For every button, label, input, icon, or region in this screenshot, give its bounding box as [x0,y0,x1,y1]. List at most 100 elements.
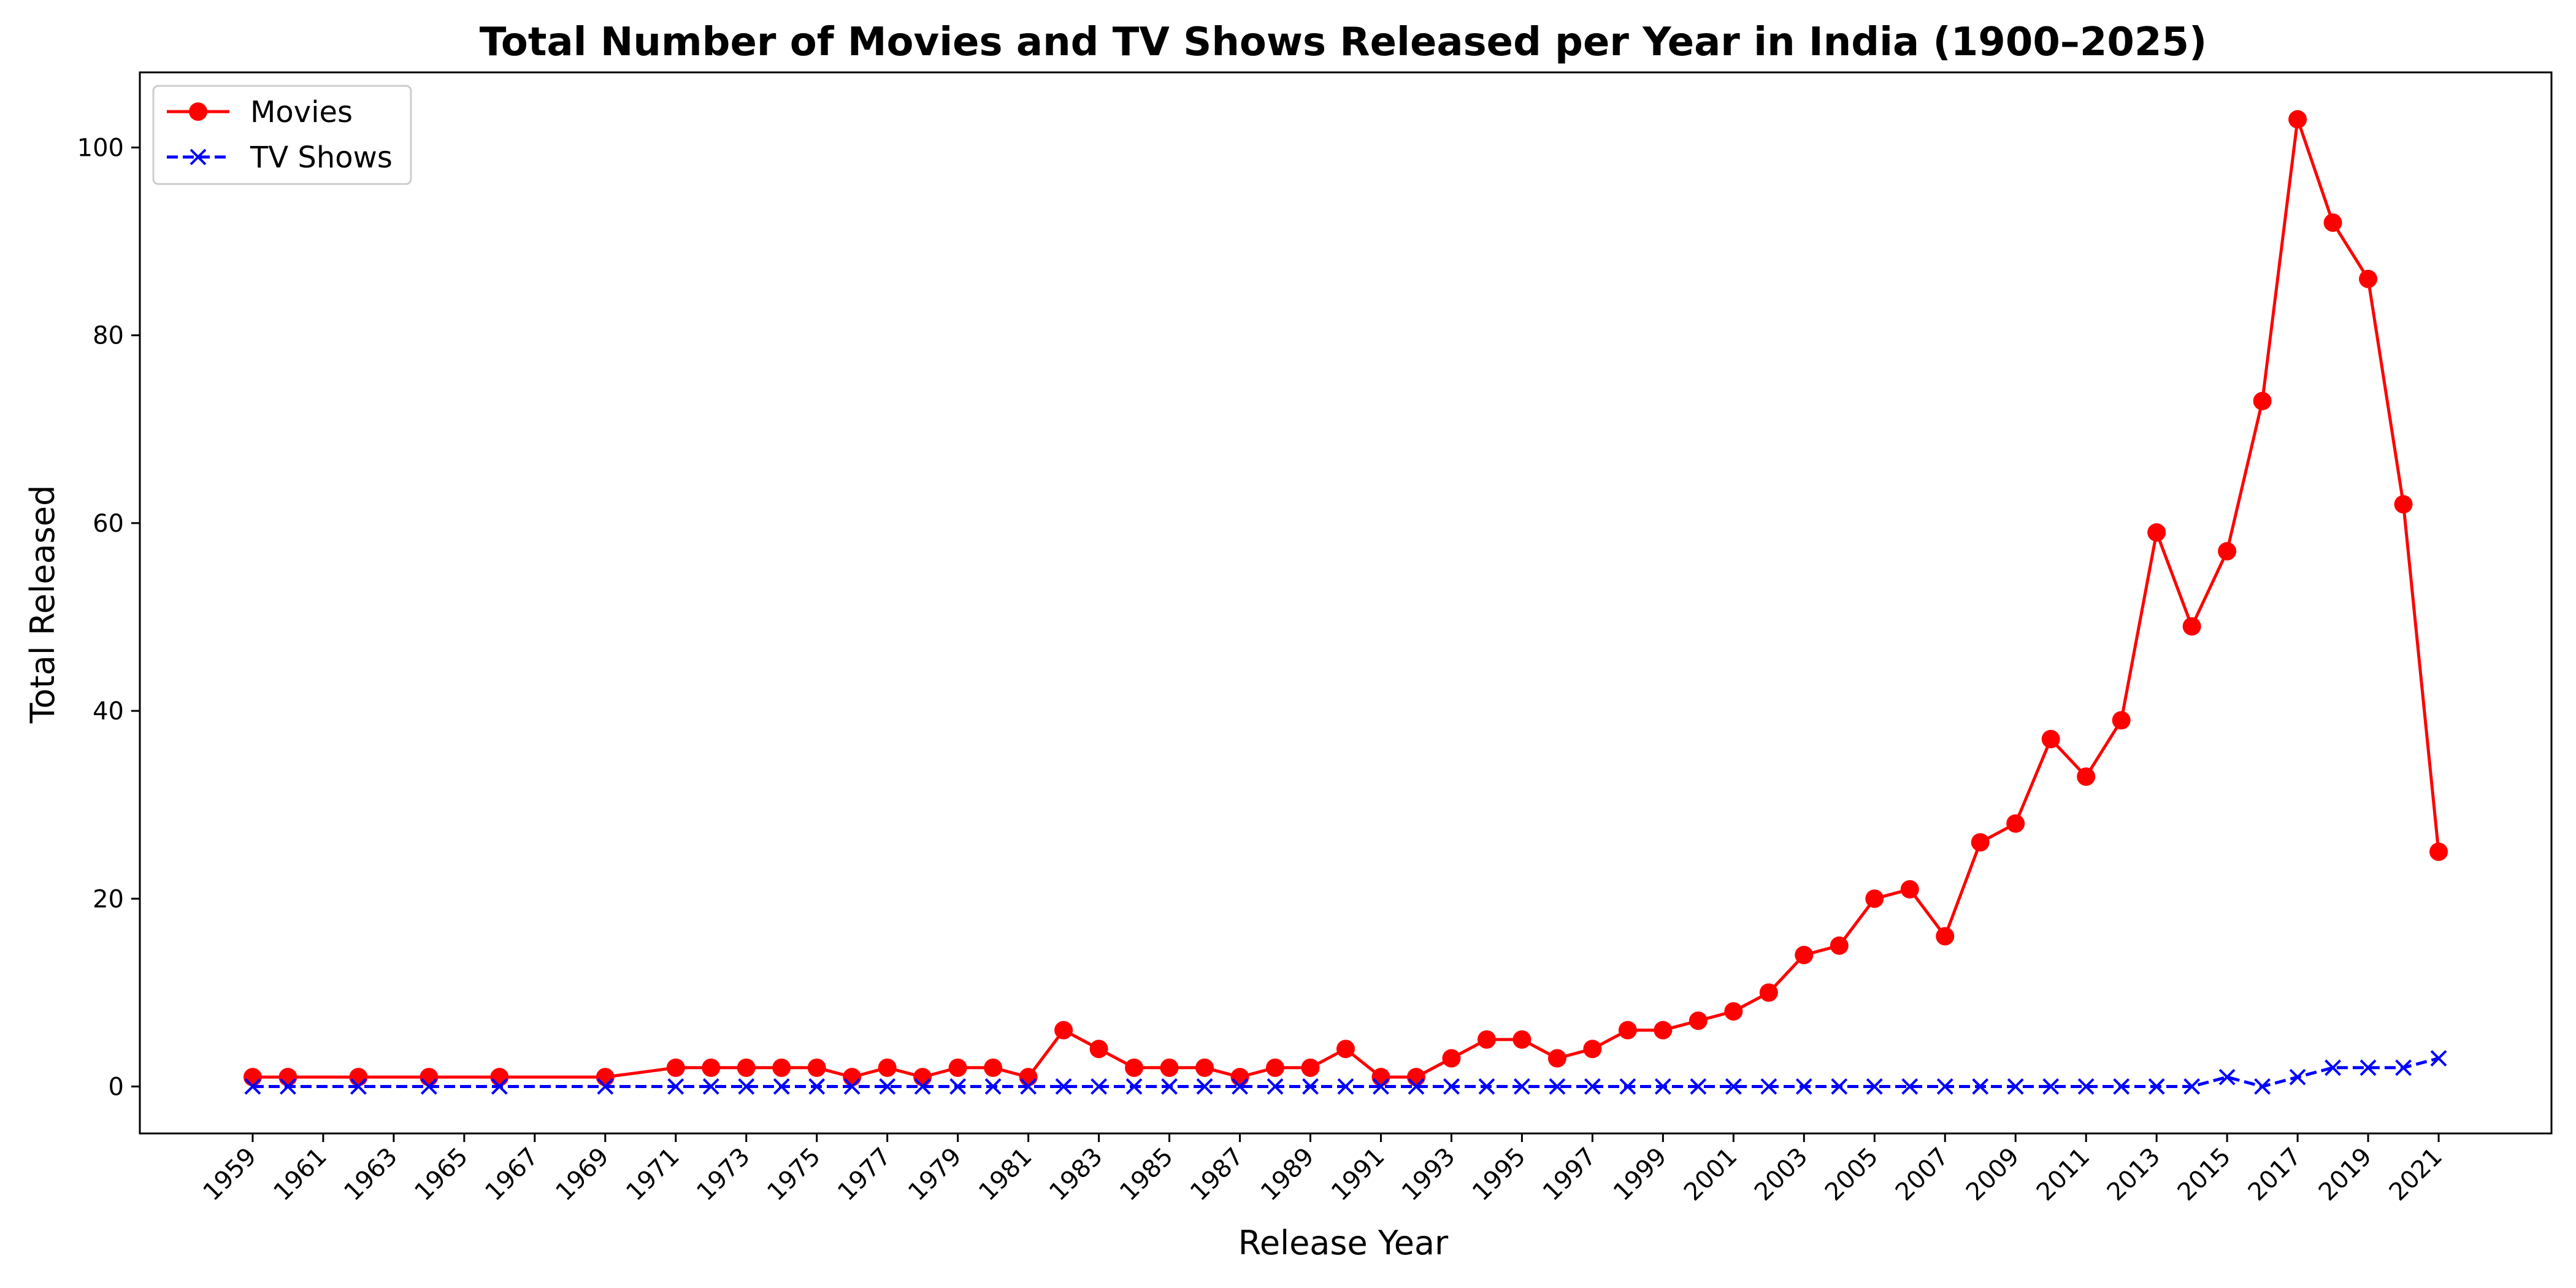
x-tick-label: 1969 [550,1143,615,1207]
data-point [2147,523,2166,542]
data-point [2395,1059,2412,1076]
x-tick-label: 1985 [1114,1143,1179,1207]
data-point [1478,1078,1495,1095]
data-point [1196,1078,1213,1095]
data-point [1089,1040,1108,1059]
plot-frame [139,71,2553,1135]
data-point [1020,1078,1037,1095]
x-tick-label: 1989 [1255,1143,1320,1207]
data-point [1618,1021,1637,1040]
series-line [253,1057,2439,1088]
data-point [280,1078,296,1095]
data-point [1371,1068,1390,1087]
data-point [667,1078,684,1095]
data-point [597,1078,614,1095]
data-point [2007,1078,2024,1095]
y-tick-label: 60 [93,510,124,538]
plot-area: 0 20 40 60 80 100 1959 1961 1963 1965 1967 1969 1971… [77,71,2553,1207]
y-tick-label: 20 [93,885,124,913]
data-point [879,1078,896,1095]
x-tick-label: 1975 [762,1143,826,1207]
data-point [1301,1058,1320,1077]
data-point [1689,1011,1708,1030]
x-tick-label: 2001 [1679,1143,1743,1207]
data-point [1830,936,1849,955]
x-tick-label: 1961 [268,1143,332,1207]
data-point [1654,1021,1673,1040]
data-point [2148,1078,2165,1095]
data-point [1443,1078,1460,1095]
data-point [1019,1068,1038,1087]
data-point [914,1078,931,1095]
data-point [1302,1078,1319,1095]
legend: Movies TV Shows [152,85,412,185]
x-tick-label: 1959 [198,1143,263,1207]
data-point [2289,1068,2306,1086]
legend-label: Movies [250,95,353,129]
x-tick-label: 1983 [1044,1143,1108,1207]
data-point [772,1058,791,1077]
data-point [738,1078,755,1095]
data-point [1619,1078,1636,1095]
data-point [1760,1078,1777,1095]
data-point [2359,1059,2377,1076]
data-point [1406,1068,1425,1087]
data-point [702,1078,719,1095]
data-point [2112,711,2131,730]
data-point [1054,1021,1073,1040]
data-point [2077,767,2096,786]
data-point [2042,1078,2060,1095]
data-point [984,1058,1003,1077]
x-tick-label: 1971 [621,1143,685,1207]
data-point [2183,1078,2201,1095]
legend-marker [189,102,207,121]
data-point [1091,1078,1108,1095]
data-point [1125,1058,1144,1077]
data-point [1900,880,1919,899]
data-point [737,1058,756,1077]
data-point [2041,729,2060,748]
data-point [1759,983,1778,1002]
data-point [949,1078,967,1095]
legend-label: TV Shows [250,140,393,175]
data-point [2218,542,2237,561]
data-point [1972,1078,1989,1095]
data-point [278,1068,297,1087]
x-tick-label: 2017 [2243,1143,2307,1207]
y-axis-label: Total Released [23,485,62,724]
data-point [1725,1078,1742,1095]
x-axis-label: Release Year [1238,1224,1449,1262]
data-point [491,1078,508,1095]
chart-title: Total Number of Movies and TV Shows Rele… [480,20,2207,65]
data-point [1795,946,1814,965]
data-point [1125,1078,1143,1095]
data-point [1230,1068,1249,1087]
data-point [1266,1058,1285,1077]
x-tick-label: 2021 [2384,1143,2448,1207]
data-point [843,1068,862,1087]
data-point [1442,1049,1461,1068]
series-movies [243,110,2448,1087]
data-point [913,1068,932,1087]
data-point [420,1078,437,1095]
data-point [2323,213,2342,232]
data-point [1267,1078,1284,1095]
x-tick-label: 1999 [1608,1143,1673,1207]
data-point [1971,833,1990,852]
data-point [1547,1049,1566,1068]
data-point [948,1058,967,1077]
legend-marker [190,148,207,166]
x-tick-label: 2007 [1890,1143,1955,1207]
data-point [243,1068,262,1087]
data-point [1055,1078,1072,1095]
data-point [1514,1078,1530,1095]
x-tick-label: 1965 [409,1143,473,1207]
data-point [843,1078,861,1095]
data-point [1901,1078,1919,1095]
data-point [2253,391,2272,410]
data-point [1161,1078,1178,1095]
data-point [1936,1078,1953,1095]
x-tick-label: 2009 [1961,1143,2025,1207]
data-point [1477,1030,1496,1049]
